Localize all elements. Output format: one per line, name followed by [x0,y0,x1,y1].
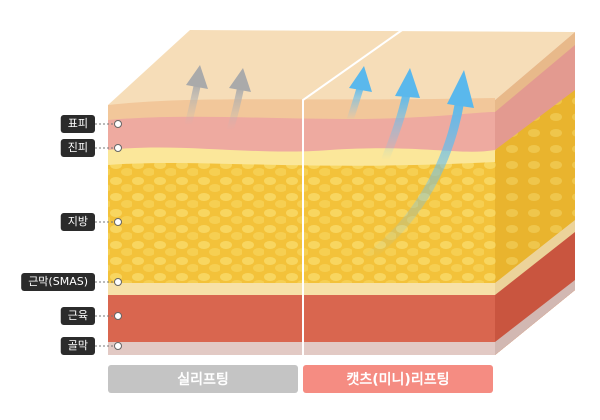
layer-label: 표피 [68,117,88,130]
label-dot [114,218,122,226]
button-label[interactable]: 실리프팅 [177,371,229,388]
label-box [60,213,95,231]
layer-label: 근육 [68,309,88,322]
side-face [495,32,575,355]
label-box [60,307,95,325]
label-dot [114,342,122,350]
button-bg[interactable] [108,365,298,393]
label-dot [114,312,122,320]
layer-label: 근막(SMAS) [28,275,88,288]
layer-label: 지방 [68,215,88,228]
button-label[interactable]: 캣츠(미니)리프팅 [347,371,450,388]
label-dot [114,144,122,152]
divider [302,27,406,355]
arrows [184,65,474,264]
layer-label: 진피 [68,141,88,154]
front-face [108,98,495,355]
label-box [21,273,95,291]
label-dot [114,278,122,286]
button-bg[interactable] [303,365,493,393]
layer-label: 골막 [68,339,88,352]
label-box [60,115,95,133]
label-box [60,337,95,355]
label-box [60,139,95,157]
label-dot [114,120,122,128]
